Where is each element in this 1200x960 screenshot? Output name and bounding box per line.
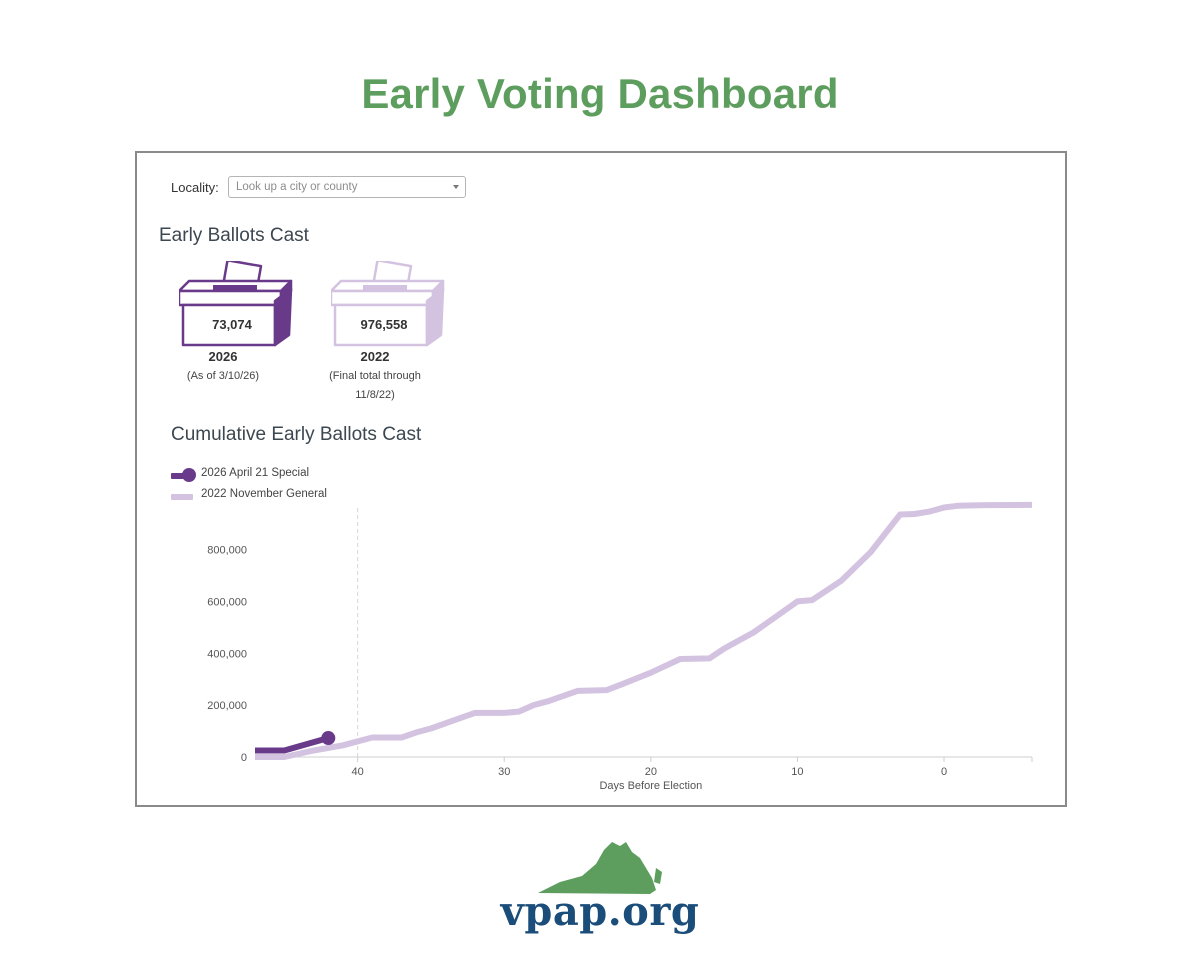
ballot-box-2022: 976,558 2022 (Final total through 11/8/2… [329, 261, 471, 401]
cumulative-title: Cumulative Early Ballots Cast [171, 424, 422, 445]
ballot-box-icon [179, 261, 293, 347]
x-tick-label: 30 [498, 766, 510, 778]
y-tick-label: 800,000 [207, 545, 247, 557]
box-note-2026: (As of 3/10/26) [186, 370, 260, 382]
x-tick-label: 20 [645, 766, 657, 778]
x-axis-title: Days Before Election [599, 780, 702, 792]
y-tick-label: 0 [241, 752, 247, 764]
locality-placeholder: Look up a city or county [236, 181, 358, 193]
page-title: Early Voting Dashboard [361, 70, 839, 117]
cumulative-chart: 0 200,000 400,000 600,000 800,000 40 30 20 10 0 Da… [207, 501, 1033, 792]
box-year-2022: 2022 [360, 349, 390, 364]
legend-swatch-2022 [171, 494, 193, 500]
box-year-2026: 2026 [208, 349, 238, 364]
x-tick-label: 10 [791, 766, 803, 778]
chevron-down-icon[interactable] [453, 185, 459, 189]
dashboard-panel: Locality: Look up a city or county Early… [135, 151, 1067, 807]
x-tick-label: 40 [351, 766, 363, 778]
y-tick-label: 400,000 [207, 648, 247, 660]
box-count-2026: 73,074 [212, 317, 252, 332]
locality-select[interactable]: Look up a city or county [228, 176, 466, 198]
series-line-2022 [255, 501, 1033, 760]
locality-label: Locality: [171, 180, 219, 195]
ballot-box-icon [331, 261, 445, 347]
legend-dot-2026 [182, 468, 196, 482]
series-line-2026 [255, 735, 330, 754]
logo-text: vpap.org [500, 888, 700, 935]
y-tick-label: 600,000 [207, 596, 247, 608]
box-count-2022: 976,558 [360, 317, 408, 332]
legend-label-2022: 2022 November General [201, 488, 327, 500]
ballot-box-2026: 73,074 2026 (As of 3/10/26) [179, 261, 319, 401]
vpap-logo: vpap.org [500, 838, 700, 948]
series-end-marker-2026 [321, 731, 336, 746]
early-ballots-title: Early Ballots Cast [159, 225, 309, 246]
virginia-map-icon [538, 842, 662, 894]
legend-label-2026: 2026 April 21 Special [201, 467, 310, 479]
x-tick-label: 0 [941, 766, 947, 778]
box-note-2022-line2: 11/8/22) [355, 389, 395, 401]
y-tick-label: 200,000 [207, 700, 247, 712]
box-note-2022-line1: (Final total through [329, 370, 421, 382]
